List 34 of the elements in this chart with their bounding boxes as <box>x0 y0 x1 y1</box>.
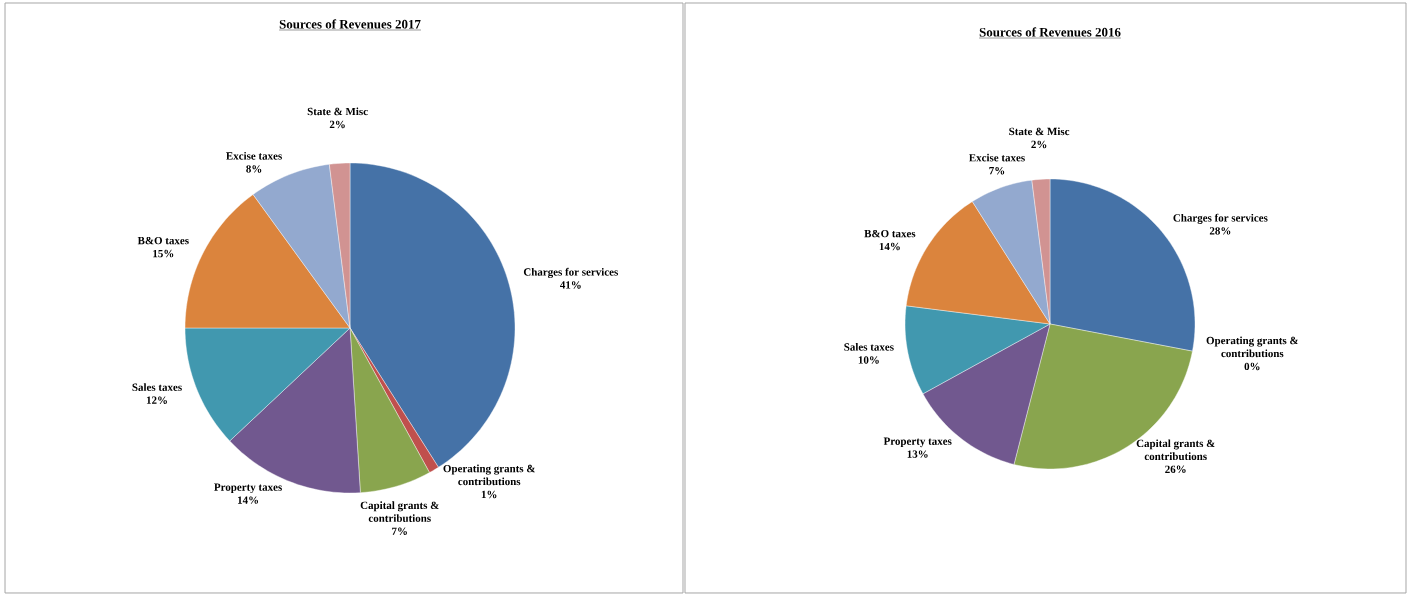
data-label: 1% <box>481 490 497 499</box>
data-label: 26% <box>1165 465 1186 474</box>
slice-label: Property taxes <box>883 437 952 448</box>
data-label: 13% <box>907 450 928 458</box>
slice-label: Operating grants & contributions <box>443 464 535 486</box>
data-label: 7% <box>392 527 407 535</box>
slice-label: Excise taxes <box>226 151 282 160</box>
data-label: 10% <box>858 356 879 364</box>
slice-label: Charges for services <box>523 267 619 278</box>
data-label: 2% <box>1031 140 1047 149</box>
slice-label: Sales taxes <box>844 342 894 351</box>
category-label: Operating grants & contributions <box>1206 336 1299 358</box>
data-label: 14% <box>879 242 900 251</box>
slice-label: State & Misc <box>307 107 368 116</box>
slice-label: Capital grants & contributions <box>360 501 439 522</box>
data-label: 2% <box>329 120 345 129</box>
text: 0% <box>1244 362 1260 371</box>
data-label: 12% <box>146 396 167 404</box>
slice-label: State & Misc <box>1009 127 1070 136</box>
slice-label: Excise taxes <box>969 153 1025 162</box>
data-label: 41% <box>560 281 581 289</box>
slice-label: Property taxes <box>214 483 282 494</box>
data-label: 14% <box>238 496 258 504</box>
chart-title: Sources of Revenues 2017 <box>279 19 421 29</box>
slice-label: B&O taxes <box>137 236 189 245</box>
slice-label: B&O taxes <box>864 229 916 238</box>
data-label: 28% <box>1209 227 1231 235</box>
data-label: 8% <box>246 165 262 173</box>
slice-label: Charges for services <box>1173 213 1268 224</box>
data-label: 7% <box>989 167 1005 175</box>
slice-label: Sales taxes <box>132 383 182 391</box>
data-label: 15% <box>153 249 174 258</box>
slice-label: Capital grants & contributions <box>1136 439 1215 461</box>
chart-title: Sources of Revenues 2016 <box>979 27 1121 37</box>
